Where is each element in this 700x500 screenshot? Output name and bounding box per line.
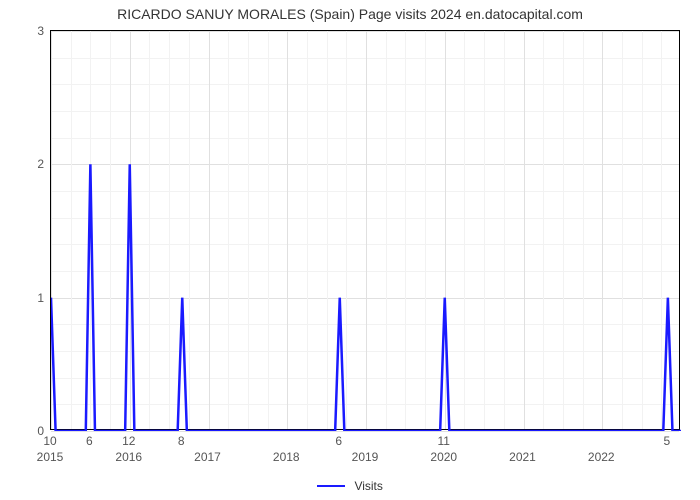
ytick-label: 1: [37, 291, 44, 305]
top-axis-label: 11: [438, 434, 450, 448]
top-axis-label: 6: [335, 434, 342, 448]
line-series-layer: [51, 31, 681, 431]
visits-line: [51, 164, 681, 431]
xtick-label: 2016: [115, 450, 142, 464]
plot-area: [50, 30, 680, 430]
xtick-label: 2018: [273, 450, 300, 464]
legend-swatch: [317, 485, 345, 487]
ytick-label: 3: [37, 24, 44, 38]
legend: Visits: [0, 478, 700, 493]
xtick-label: 2020: [430, 450, 457, 464]
top-axis-label: 6: [86, 434, 93, 448]
top-axis-label: 8: [178, 434, 185, 448]
ytick-label: 2: [37, 157, 44, 171]
top-axis-label: 10: [43, 434, 56, 448]
xtick-label: 2022: [588, 450, 615, 464]
xtick-label: 2021: [509, 450, 536, 464]
top-axis-label: 5: [664, 434, 671, 448]
xtick-label: 2019: [352, 450, 379, 464]
chart-title: RICARDO SANUY MORALES (Spain) Page visit…: [0, 6, 700, 22]
xtick-label: 2015: [37, 450, 64, 464]
grid-major-h: [51, 431, 679, 432]
visits-line-chart: RICARDO SANUY MORALES (Spain) Page visit…: [0, 0, 700, 500]
legend-label: Visits: [354, 479, 382, 493]
top-axis-label: 12: [122, 434, 135, 448]
xtick-label: 2017: [194, 450, 221, 464]
